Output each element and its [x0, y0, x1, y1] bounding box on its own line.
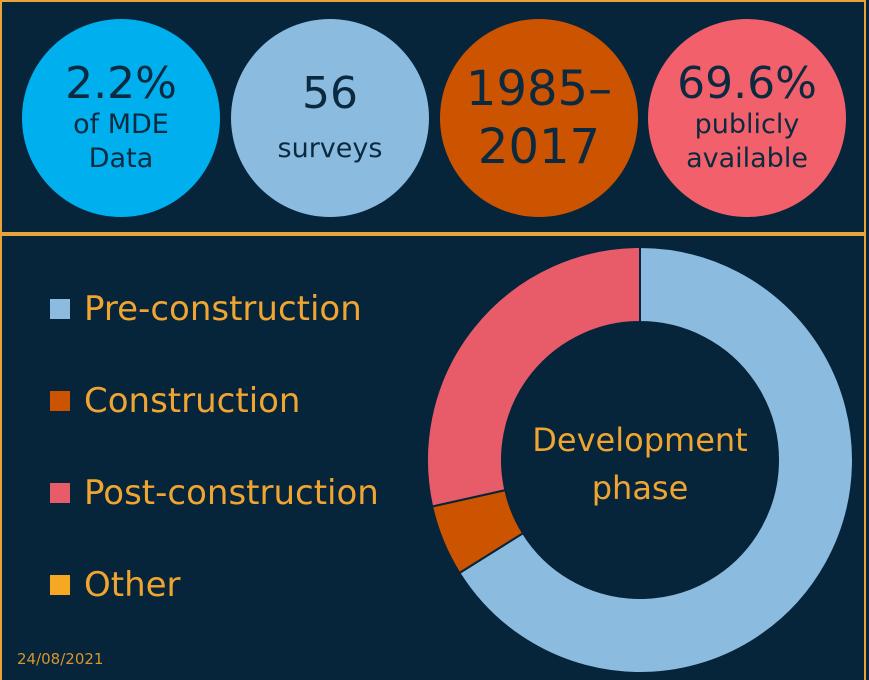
stat-surveys: 56 surveys [231, 19, 429, 217]
stat-caption-line1: publicly [694, 109, 800, 140]
donut-slice-pre-construction [458, 246, 854, 674]
stat-value: 2.2% [65, 58, 177, 109]
stat-caption-line2: Data [88, 143, 154, 174]
legend-swatch [50, 483, 70, 503]
legend-swatch [50, 299, 70, 319]
donut-chart [426, 246, 854, 674]
legend-swatch [50, 391, 70, 411]
stat-value-line2: 2017 [477, 119, 601, 175]
donut-center-label: Development phase [500, 416, 780, 512]
stat-value-line1: 1985– [465, 61, 613, 117]
legend-item: Pre-construction [50, 286, 379, 332]
stat-caption-line1: of MDE [73, 109, 169, 140]
stat-caption-line2: available [686, 143, 808, 174]
center-label-line1: Development [532, 421, 748, 459]
legend-label: Other [84, 565, 181, 605]
legend-label: Pre-construction [84, 289, 362, 329]
donut-slice-post-construction [426, 246, 641, 508]
center-label-line2: phase [591, 469, 689, 507]
legend-item: Other [50, 562, 379, 608]
legend-swatch [50, 575, 70, 595]
stat-mde-share: 2.2% of MDE Data [22, 19, 220, 217]
legend-item: Construction [50, 378, 379, 424]
stat-value: 69.6% [677, 58, 817, 109]
footer-date: 24/08/2021 [17, 650, 104, 668]
legend-label: Construction [84, 381, 301, 421]
chart-legend: Pre-construction Construction Post-const… [50, 286, 379, 654]
legend-label: Post-construction [84, 473, 379, 513]
stat-years: 1985– 2017 [440, 19, 638, 217]
stat-caption-line1: surveys [277, 133, 383, 164]
stat-value: 56 [302, 68, 358, 119]
stat-public: 69.6% publicly available [648, 19, 846, 217]
legend-item: Post-construction [50, 470, 379, 516]
